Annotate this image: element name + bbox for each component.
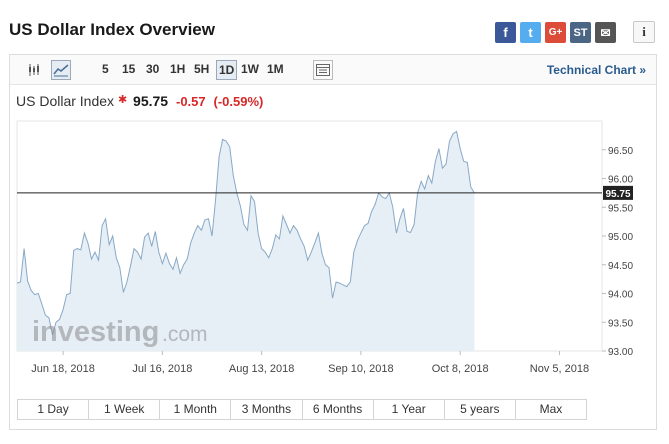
layout-icon[interactable]: [313, 60, 333, 80]
delayed-star-icon: ✱: [117, 94, 128, 106]
current-price-tag: [603, 185, 633, 200]
googleplus-icon[interactable]: G+: [545, 22, 566, 43]
quote-line: US Dollar Index ✱ 95.75 -0.57 (-0.59%): [16, 93, 263, 109]
candlestick-icon[interactable]: [24, 60, 44, 80]
range-5-years[interactable]: 5 years: [444, 400, 516, 419]
timeframe-5h[interactable]: 5H: [194, 62, 210, 76]
watermark-brand: investing: [32, 316, 159, 348]
x-tick-label: Aug 13, 2018: [229, 363, 294, 375]
timeframe-1m[interactable]: 1M: [267, 62, 284, 76]
timeframe-5[interactable]: 5: [102, 62, 109, 76]
instrument-name: US Dollar Index: [16, 93, 115, 109]
technical-chart-link[interactable]: Technical Chart »: [546, 63, 646, 77]
twitter-icon[interactable]: t: [520, 22, 541, 43]
y-tick-label: 93.50: [608, 318, 633, 329]
current-price-label: 95.75: [605, 189, 630, 200]
page-title: US Dollar Index Overview: [9, 20, 215, 39]
stocktwits-icon[interactable]: ST: [570, 22, 591, 43]
chart-toolbar: 5 15 30 1H 5H 1D 1W 1M Technical Chart »: [10, 55, 656, 85]
timeframe-1w[interactable]: 1W: [241, 62, 259, 76]
y-tick-label: 95.00: [608, 232, 633, 243]
x-tick-label: Jun 18, 2018: [31, 363, 95, 375]
timeframe-1d[interactable]: 1D: [216, 60, 238, 80]
facebook-icon[interactable]: f: [495, 22, 516, 43]
price-change-pct: (-0.59%): [213, 94, 264, 109]
x-tick-label: Oct 8, 2018: [432, 363, 489, 375]
range-1-day[interactable]: 1 Day: [18, 400, 90, 419]
investing-watermark: investing .com: [32, 316, 208, 348]
y-tick-label: 96.50: [608, 146, 633, 157]
last-price: 95.75: [133, 93, 169, 109]
range-1-month[interactable]: 1 Month: [160, 400, 232, 419]
timeframe-15[interactable]: 15: [122, 62, 136, 76]
series-line: [16, 130, 475, 336]
y-tick-label: 94.50: [608, 261, 633, 272]
y-tick-label: 93.00: [608, 347, 633, 358]
series-area: [17, 131, 475, 351]
chart-widget: 5 15 30 1H 5H 1D 1W 1M Technical Chart »…: [9, 54, 657, 430]
range-max[interactable]: Max: [515, 400, 586, 419]
range-3-months[interactable]: 3 Months: [231, 400, 303, 419]
x-tick-label: Jul 16, 2018: [132, 363, 192, 375]
range-1-week[interactable]: 1 Week: [89, 400, 161, 419]
y-tick-label: 94.00: [608, 290, 633, 301]
price-chart[interactable]: investing .com 93.00 93.50 94.00 94.50 95.00…: [10, 55, 656, 395]
x-tick-label: Sep 10, 2018: [328, 363, 393, 375]
email-icon[interactable]: ✉: [595, 22, 616, 43]
y-tick-label: 95.50: [608, 203, 633, 214]
share-bar: f t G+ ST ✉: [495, 22, 620, 43]
info-icon[interactable]: i: [633, 21, 655, 43]
range-6-months[interactable]: 6 Months: [302, 400, 374, 419]
x-tick-label: Nov 5, 2018: [530, 363, 589, 375]
range-1-year[interactable]: 1 Year: [373, 400, 445, 419]
timeframe-1h[interactable]: 1H: [170, 62, 186, 76]
range-selector: 1 Day 1 Week 1 Month 3 Months 6 Months 1…: [17, 399, 587, 420]
y-tick-label: 96.00: [608, 175, 633, 186]
timeframe-30[interactable]: 30: [146, 62, 160, 76]
watermark-suffix: .com: [162, 323, 208, 346]
area-chart-icon[interactable]: [51, 60, 71, 80]
price-change: -0.57: [175, 94, 206, 109]
